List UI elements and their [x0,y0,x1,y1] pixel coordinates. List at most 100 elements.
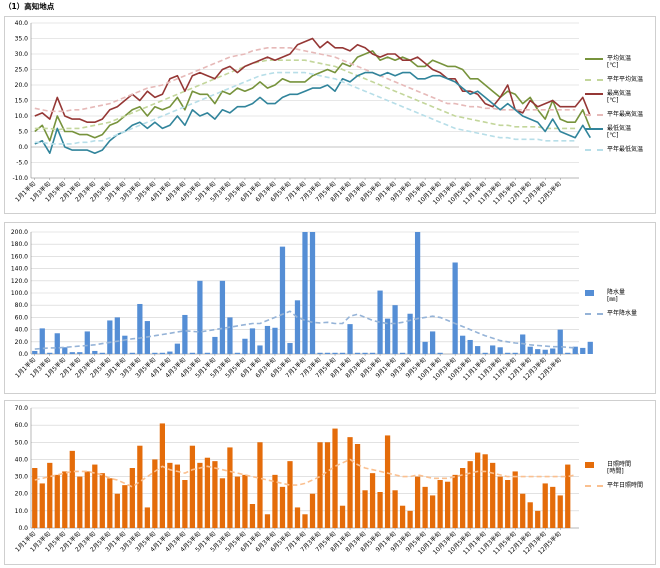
bar-1 [32,468,38,528]
bar-1 [550,486,556,528]
legend-series-name: 降水量 [607,289,626,296]
series-line-4 [34,46,576,113]
bar-1 [557,495,563,528]
bar-1 [249,504,256,528]
y-tick-label: 30.0 [15,474,29,481]
legend-label: 日照時間 [時間] [607,461,631,475]
bar-1 [152,459,158,528]
bar-1 [137,445,143,528]
bar-1 [429,495,436,528]
legend-swatch [585,313,603,315]
legend-series-name: 平均気温 [607,55,632,62]
bar-1 [197,280,203,354]
bar-1 [309,493,316,528]
legend-swatch [585,93,603,95]
bar-1 [505,352,511,354]
bar-1 [294,507,301,528]
bar-1 [317,352,323,354]
bar-1 [324,352,331,354]
bar-1 [392,490,398,528]
bar-1 [399,505,406,528]
bar-1 [557,329,563,354]
bar-1 [422,341,428,354]
y-tick-label: 0.0 [18,144,28,151]
sunshine-chart: 70.060.050.040.030.020.010.00.01月1半旬1月3半… [13,405,579,556]
bar-1 [272,474,278,528]
bar-1 [99,473,105,528]
bar-1 [505,480,511,528]
legend-swatch [585,58,603,60]
bar-1 [354,352,361,354]
bar-1 [264,514,271,528]
bar-1 [107,478,113,528]
bar-1 [512,471,518,528]
y-tick-label: 40.0 [15,20,29,27]
bar-1 [242,474,248,528]
bar-1 [114,493,120,528]
y-tick-label: 20.0 [15,491,29,498]
bar-1 [212,336,218,354]
legend-swatch [585,149,603,151]
legend-series-name: 平年日照時間 [607,482,644,489]
bar-1 [324,442,331,528]
bar-1 [257,442,263,528]
bar-1 [69,352,75,354]
bar-1 [467,339,473,354]
bar-1 [197,462,203,528]
bar-1 [384,318,391,354]
bar-1 [174,343,181,354]
bar-1 [32,350,38,354]
bar-1 [54,333,60,354]
bar-1 [460,468,466,528]
legend-series-unit: [℃] [607,97,619,104]
y-tick-label: 0.0 [18,351,28,358]
page-title: （1）高知地点 [4,2,55,11]
legend-label: 平年日照時間 [607,482,643,489]
series-line-6 [34,71,576,145]
bar-1 [369,352,376,354]
legend-swatch [585,485,603,487]
series-line-1 [34,50,592,142]
legend-series-unit: [℃] [607,132,619,139]
bar-1 [92,350,98,354]
legend-series-name: 平年降水量 [607,310,638,317]
bar-1 [497,347,503,354]
series-line-2 [34,458,576,488]
bar-1 [234,352,241,354]
bar-1 [384,435,391,528]
legend-label: 平年降水量 [607,310,637,317]
y-tick-label: 180.0 [11,241,28,248]
bar-1 [347,437,353,528]
series-line-2 [34,59,576,131]
bar-1 [287,461,293,528]
bar-1 [77,352,83,354]
legend-swatch [585,128,603,130]
bar-1 [167,351,173,354]
bar-1 [467,461,473,528]
bar-1 [497,476,503,528]
legend-label: 平年最高気温 [607,111,643,118]
legend-series-unit: [℃] [607,62,619,69]
bar-1 [482,352,488,354]
bar-1 [302,232,308,354]
series-line-3 [34,37,592,123]
bar-1 [377,492,383,528]
bar-1 [460,335,466,354]
y-tick-label: -5.0 [16,160,28,167]
y-tick-label: 0.0 [18,525,28,532]
bar-1 [39,328,45,354]
bar-1 [114,317,120,354]
series-line-5 [34,71,591,154]
bar-1 [47,352,53,354]
bar-1 [279,486,286,528]
bar-1 [527,346,533,354]
bar-1 [542,483,548,528]
bar-1 [302,514,308,528]
bar-1 [369,473,376,528]
bar-1 [482,454,488,528]
y-tick-label: 35.0 [15,36,29,43]
bar-1 [167,462,173,528]
bar-1 [122,485,128,528]
bar-1 [332,352,338,354]
bar-1 [144,507,150,528]
